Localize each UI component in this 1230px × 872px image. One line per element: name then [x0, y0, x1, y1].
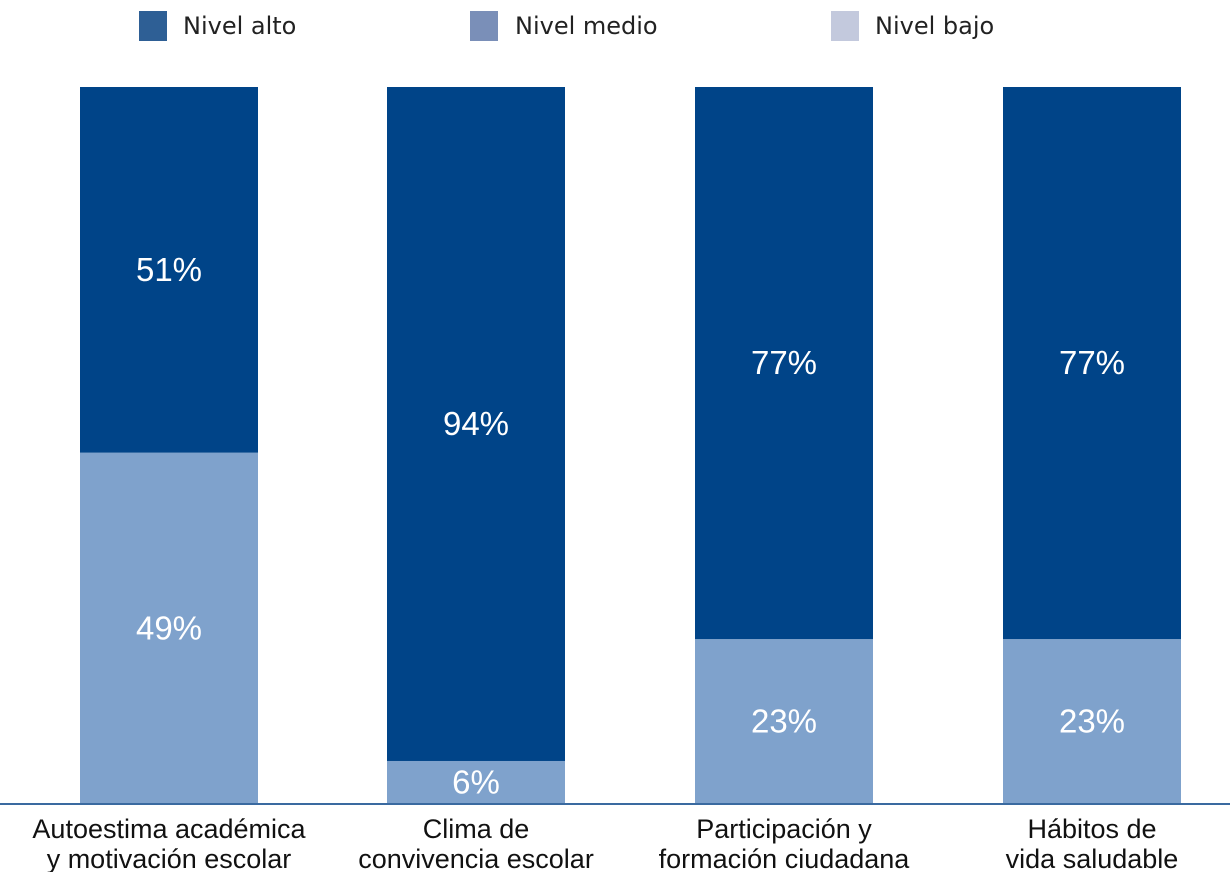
- legend-swatch-3: [831, 11, 859, 41]
- bar-segment-2-1: [387, 87, 565, 761]
- bar-segment-3-1: [695, 87, 873, 640]
- category-labels: Autoestima académica y motivación escolar…: [32, 814, 1178, 872]
- category-label-4: Hábitos de vida saludable: [1006, 814, 1179, 872]
- bar-segment-2-2: [387, 760, 565, 804]
- bars: [80, 87, 1181, 804]
- bar-labels: 49% 51% 6% 94% 23% 77% 23% 77%: [136, 251, 1125, 801]
- legend-item-3: Nivel bajo: [831, 11, 994, 41]
- legend-swatch-1: [139, 11, 167, 41]
- legend-item-1: Nivel alto: [139, 11, 296, 41]
- data-label-2-1: 94%: [443, 405, 509, 442]
- legend-label-1: Nivel alto: [183, 12, 296, 40]
- bar-segment-1-2: [80, 452, 258, 804]
- data-label-3-1: 77%: [751, 344, 817, 381]
- category-label-3: Participación y formación ciudadana: [659, 814, 911, 872]
- bar-segment-4-2: [1003, 639, 1181, 804]
- data-label-2-2: 6%: [452, 763, 500, 800]
- data-label-3-2: 23%: [751, 703, 817, 740]
- data-label-1-1: 51%: [136, 251, 202, 288]
- data-label-4-1: 77%: [1059, 344, 1125, 381]
- legend-swatch-2: [470, 11, 498, 41]
- legend-item-2: Nivel medio: [470, 11, 658, 41]
- bar-segment-3-2: [695, 639, 873, 804]
- category-label-2: Clima de convivencia escolar: [358, 814, 594, 872]
- category-label-1: Autoestima académica y motivación escolar: [32, 814, 306, 872]
- data-label-4-2: 23%: [1059, 703, 1125, 740]
- bar-segment-1-1: [80, 87, 258, 453]
- legend: Nivel alto Nivel medio Nivel bajo: [139, 11, 994, 41]
- data-label-1-2: 49%: [136, 609, 202, 646]
- bar-segment-4-1: [1003, 87, 1181, 640]
- legend-label-2: Nivel medio: [515, 12, 658, 40]
- legend-label-3: Nivel bajo: [875, 12, 994, 40]
